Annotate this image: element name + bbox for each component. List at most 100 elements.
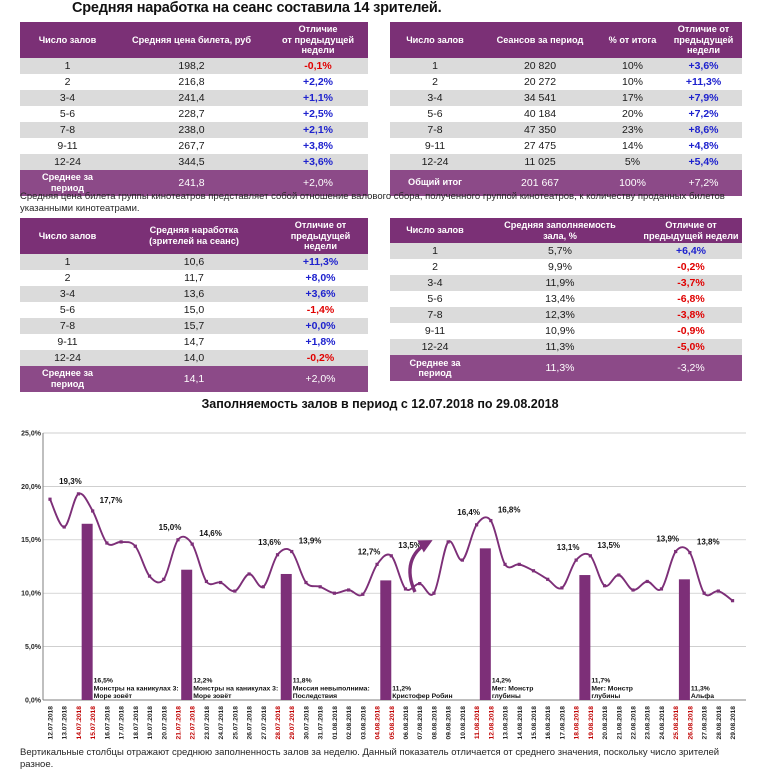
weekly-bar (678, 579, 690, 700)
annotation-value: 11,8% (293, 678, 312, 685)
halls-cell: 9-11 (57, 335, 78, 348)
point-marker (617, 573, 621, 577)
weekly-bar (280, 573, 292, 700)
table-row: 9-11 10,9% -0,9% (390, 323, 742, 340)
halls-cell: 7-8 (59, 319, 76, 332)
point-marker (318, 585, 322, 589)
table-row: 2 216,8 +2,2% (20, 73, 368, 90)
point-marker (546, 577, 550, 581)
table-row: 2 9,9% -0,2% (390, 259, 742, 276)
annotation-value: 14,2% (492, 678, 511, 685)
table-row: 12-24 14,0 -0,2% (20, 349, 368, 366)
point-marker (261, 585, 265, 589)
x-tick-label: 28.07.2018 (275, 706, 282, 740)
halls-cell: 2 (64, 271, 71, 284)
point-marker (190, 542, 194, 546)
point-marker (503, 562, 507, 566)
x-tick-label: 23.08.2018 (645, 706, 652, 740)
x-tick-label: 08.08.2018 (431, 706, 438, 740)
value-cell: 15,7 (183, 319, 205, 332)
value-cell: 47 350 (523, 123, 557, 136)
x-tick-label: 31.07.2018 (318, 706, 325, 740)
total-value: 14,1 (115, 365, 273, 392)
column-header: Отличие от предыдущей недели (268, 22, 368, 58)
halls-cell: 2 (432, 261, 438, 274)
value-cell: 27 475 (523, 139, 557, 152)
annotation-film: Монстры на каникулах 3: (94, 685, 179, 692)
total-row: Среднее за период 241,8 +2,0% (20, 169, 368, 196)
bar-annotation: 11,3%Альфа (691, 685, 714, 700)
x-tick-label: 09.08.2018 (446, 706, 453, 740)
point-label: 17,7% (100, 496, 123, 505)
point-marker (62, 525, 66, 529)
value-cell: 14,0 (183, 351, 205, 364)
point-marker (489, 518, 493, 523)
point-marker (688, 551, 692, 555)
point-marker (531, 569, 536, 573)
table-row: 3-4 13,6 +3,6% (20, 285, 368, 302)
point-label: 16,8% (498, 506, 521, 515)
point-marker (389, 554, 393, 558)
halls-cell: 3-4 (427, 277, 443, 290)
point-marker (247, 572, 251, 576)
y-tick-label: 0,0% (25, 697, 42, 704)
column-header: Число залов (390, 218, 480, 244)
value-cell: 5% (624, 155, 641, 168)
chart-canvas: 0,0% 5,0% 10,0% 15,0% 20,0% 25,0% 19,3% 17,7% 15… (21, 430, 746, 740)
annotation-film: Монстры на каникулах 3: (193, 685, 278, 692)
point-label: 15,0% (159, 523, 182, 532)
table-row: 2 11,7 +8,0% (20, 269, 368, 286)
delta-cell: +5,4% (688, 155, 719, 168)
total-row: Среднее за период 14,1 +2,0% (20, 365, 368, 392)
annotation-film: Кристофер Робин (392, 692, 452, 700)
value-cell: 10% (621, 59, 643, 72)
point-marker (460, 558, 464, 562)
delta-cell: +1,8% (305, 335, 336, 348)
halls-cell: 3-4 (427, 91, 443, 104)
delta-cell: +8,0% (305, 271, 336, 284)
total-row: Среднее за период 11,3% -3,2% (390, 355, 742, 382)
weekly-bar (579, 575, 591, 700)
x-tick-label: 16.07.2018 (104, 706, 111, 740)
column-header: % от итога (600, 22, 665, 58)
x-tick-label: 27.07.2018 (261, 706, 268, 740)
x-tick-label: 29.07.2018 (289, 706, 296, 740)
value-cell: 11,7 (184, 271, 204, 284)
table-row: 9-11 267,7 +3,8% (20, 137, 368, 154)
x-tick-label: 10.08.2018 (460, 706, 467, 740)
value-cell: 14% (621, 139, 643, 152)
value-cell: 10,6 (183, 255, 205, 268)
halls-cell: 5-6 (59, 107, 76, 120)
x-tick-label: 30.07.2018 (304, 706, 311, 740)
header-row: Число залов Средняя заполняемость зала, %… (390, 218, 742, 244)
table-row: 3-4 34 541 17% +7,9% (390, 89, 742, 106)
x-tick-label: 11.08.2018 (474, 706, 481, 739)
x-tick-label: 02.08.2018 (346, 706, 353, 740)
point-marker (233, 589, 237, 593)
value-cell: 14,7 (183, 335, 205, 348)
delta-cell: -6,8% (677, 293, 705, 306)
annotation-value: 12,2% (193, 678, 212, 685)
table-sessions: Число залов Сеансов за период% от итога От… (390, 22, 742, 196)
value-cell: 12,3% (545, 309, 575, 322)
x-tick-label: 19.07.2018 (147, 706, 154, 740)
delta-cell: +3,8% (302, 139, 334, 152)
table-row: 12-24 11 025 5% +5,4% (390, 153, 742, 170)
x-tick-label: 03.08.2018 (360, 706, 367, 740)
annotation-film: глубины (492, 692, 521, 700)
value-cell: 20 272 (523, 75, 557, 88)
x-tick-label: 18.08.2018 (574, 706, 581, 740)
point-label: 13,8% (697, 538, 720, 547)
y-tick-label: 15,0% (21, 537, 42, 544)
table-row: 1 5,7% +6,4% (390, 243, 742, 260)
delta-cell: +11,3% (302, 255, 339, 268)
halls-cell: 9-11 (424, 139, 446, 152)
x-tick-label: 27.08.2018 (702, 706, 709, 740)
table-row: 3-4 11,9% -3,7% (390, 275, 742, 292)
point-marker (602, 584, 607, 588)
x-tick-label: 28.08.2018 (716, 706, 723, 740)
annotation-film: Море зовёт (94, 693, 133, 700)
point-label: 13,5% (597, 541, 620, 550)
point-marker (674, 549, 678, 554)
x-tick-label: 26.07.2018 (247, 706, 254, 740)
